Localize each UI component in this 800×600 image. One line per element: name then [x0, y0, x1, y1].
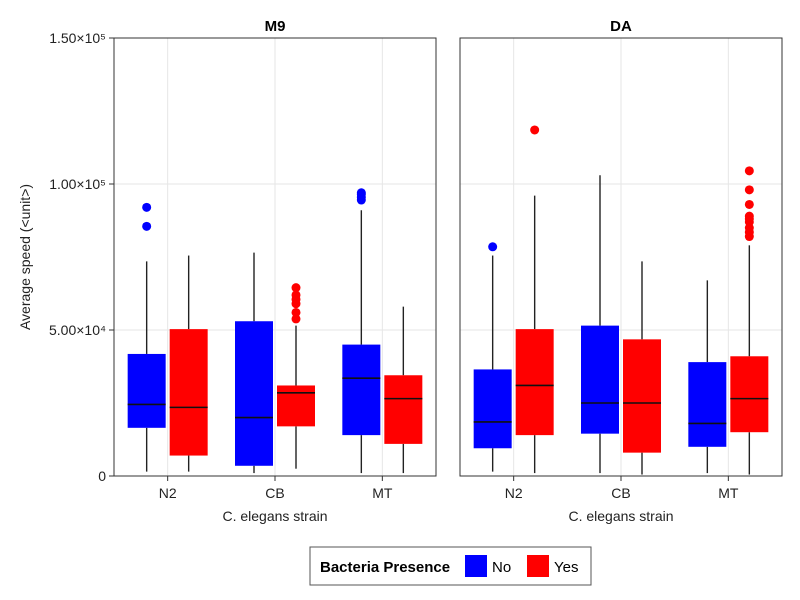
legend-title: Bacteria Presence [320, 559, 450, 576]
outlier-point [142, 202, 152, 212]
box-cb-yes [277, 283, 315, 469]
box-iqr [473, 369, 512, 449]
outlier-point [744, 211, 754, 221]
box-iqr [688, 362, 727, 447]
x-tick-label: MT [372, 485, 393, 501]
legend-label-yes: Yes [554, 559, 578, 576]
box-mt-yes [384, 306, 423, 474]
box-n2-yes [169, 255, 208, 472]
x-tick-label: N2 [159, 485, 177, 501]
box-cb-yes [623, 261, 661, 475]
box-iqr [342, 344, 381, 436]
facets-layer: M9 N2 CB MT C. elegans strain 0 5.00×10⁴ 1.00×1… [49, 18, 783, 524]
x-tick-label: CB [611, 485, 630, 501]
outlier-point [291, 290, 301, 300]
box-iqr [515, 329, 554, 436]
y-tick-label: 1.00×10⁵ [49, 176, 106, 192]
box-iqr [384, 375, 423, 444]
box-iqr [730, 356, 769, 433]
outlier-point [142, 221, 152, 231]
outlier-point [744, 199, 754, 209]
outlier-point [291, 307, 301, 317]
box-n2-no [127, 202, 166, 472]
box-iqr [169, 329, 208, 456]
legend: Bacteria Presence No Yes [309, 546, 592, 586]
outlier-point [291, 283, 301, 293]
outlier-point [356, 188, 366, 198]
outlier-point [744, 185, 754, 195]
y-axis-label: Average speed (<unit>) [17, 184, 33, 330]
facet-title: M9 [265, 18, 286, 35]
x-axis-label: C. elegans strain [568, 508, 673, 524]
y-tick-label: 0 [98, 468, 106, 484]
box-iqr [277, 385, 315, 427]
facet-m9: M9 N2 CB MT C. elegans strain 0 5.00×10⁴ 1.00×1… [49, 18, 437, 524]
facet-da: DA N2 CB MT C. elegans strain [459, 18, 783, 524]
x-axis-label: C. elegans strain [222, 508, 327, 524]
box-iqr [623, 339, 661, 453]
box-n2-no [473, 242, 512, 472]
legend-swatch-yes [527, 555, 549, 577]
outlier-point [744, 166, 754, 176]
outlier-point [530, 125, 540, 135]
box-n2-yes [515, 125, 554, 474]
box-cb-no [581, 175, 619, 474]
legend-label-no: No [492, 559, 511, 576]
box-cb-no [235, 252, 273, 474]
box-mt-no [688, 280, 727, 474]
box-mt-yes [730, 166, 769, 475]
outlier-point [488, 242, 498, 252]
x-tick-label: N2 [505, 485, 523, 501]
x-tick-label: CB [265, 485, 284, 501]
box-iqr [235, 321, 273, 466]
y-tick-label: 5.00×10⁴ [49, 322, 106, 338]
x-tick-label: MT [718, 485, 739, 501]
box-mt-no [342, 188, 381, 474]
box-iqr [127, 353, 166, 428]
box-iqr [581, 325, 619, 434]
y-tick-label: 1.50×10⁵ [49, 30, 106, 46]
facet-title: DA [610, 18, 632, 35]
outlier-point [291, 314, 301, 324]
legend-swatch-no [465, 555, 487, 577]
